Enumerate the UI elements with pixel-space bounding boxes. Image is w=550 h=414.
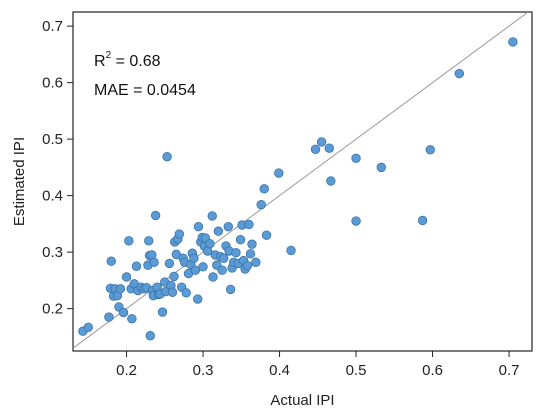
y-axis-title: Estimated IPI (11, 137, 28, 226)
data-point (106, 256, 116, 266)
y-tick-label: 0.4 (42, 188, 63, 205)
data-point (124, 236, 134, 246)
data-point (417, 215, 428, 226)
x-tick-label: 0.4 (269, 362, 290, 379)
data-point (351, 216, 361, 226)
data-point (83, 322, 94, 332)
data-point (115, 284, 126, 294)
data-point (245, 249, 256, 259)
data-point (144, 236, 154, 246)
data-point (274, 168, 284, 178)
y-tick-label: 0.5 (42, 131, 63, 148)
y-tick-label: 0.3 (42, 244, 63, 261)
x-axis: 0.2 0.3 0.4 0.5 0.6 0.7 (116, 351, 519, 379)
data-point (508, 37, 518, 47)
data-point (174, 229, 185, 239)
x-tick-label: 0.3 (193, 362, 214, 379)
data-point (181, 288, 191, 298)
data-point (167, 287, 178, 297)
data-point (145, 331, 155, 341)
r2-annotation: R2 = 0.68 (94, 50, 161, 70)
data-point (425, 145, 435, 155)
data-point (171, 249, 181, 260)
data-point (244, 219, 254, 230)
data-point (121, 272, 132, 282)
data-point (454, 68, 465, 79)
data-point (198, 262, 208, 272)
x-tick-label: 0.2 (116, 362, 137, 379)
data-point (251, 257, 261, 267)
data-point (219, 253, 229, 264)
data-point (259, 184, 269, 194)
data-point (190, 265, 201, 275)
data-point (118, 307, 129, 318)
data-point (157, 307, 168, 317)
data-point (261, 230, 272, 240)
data-point (351, 153, 361, 164)
data-point (242, 260, 253, 271)
data-point (316, 137, 327, 147)
x-tick-label: 0.6 (422, 362, 443, 379)
data-point (192, 294, 203, 304)
x-tick-label: 0.7 (499, 362, 520, 379)
data-point (149, 257, 159, 267)
data-point (131, 261, 142, 271)
data-point (326, 176, 336, 186)
data-point (231, 247, 241, 258)
r2-value: = 0.68 (111, 53, 160, 70)
data-point (247, 239, 257, 249)
r2-superscript: 2 (106, 50, 112, 61)
data-point (127, 314, 137, 324)
data-point (376, 162, 386, 173)
data-point (235, 234, 246, 245)
data-point (256, 199, 266, 210)
data-point (207, 211, 217, 221)
plot-frame (72, 11, 533, 352)
data-point (162, 151, 172, 162)
data-point (286, 245, 296, 256)
data-point (164, 258, 175, 269)
data-point (310, 144, 321, 154)
data-point (169, 271, 179, 282)
x-tick-label: 0.5 (346, 362, 367, 379)
y-tick-label: 0.7 (42, 18, 63, 35)
data-point (324, 143, 334, 153)
y-tick-label: 0.2 (42, 301, 63, 318)
data-point (213, 226, 224, 236)
data-point (193, 221, 204, 232)
r2-prefix: R (94, 53, 106, 70)
data-point (189, 253, 199, 264)
mae-annotation: MAE = 0.0454 (94, 82, 196, 99)
data-point (223, 221, 233, 232)
data-point (208, 272, 218, 282)
data-points (78, 37, 518, 341)
y-tick-label: 0.6 (42, 75, 63, 92)
data-point (104, 312, 114, 322)
data-point (150, 210, 161, 221)
y-axis: 0.2 0.3 0.4 0.5 0.6 0.7 (42, 18, 73, 318)
x-axis-title: Actual IPI (270, 392, 334, 409)
data-point (205, 238, 215, 249)
data-point (225, 284, 236, 295)
data-point (217, 265, 227, 275)
